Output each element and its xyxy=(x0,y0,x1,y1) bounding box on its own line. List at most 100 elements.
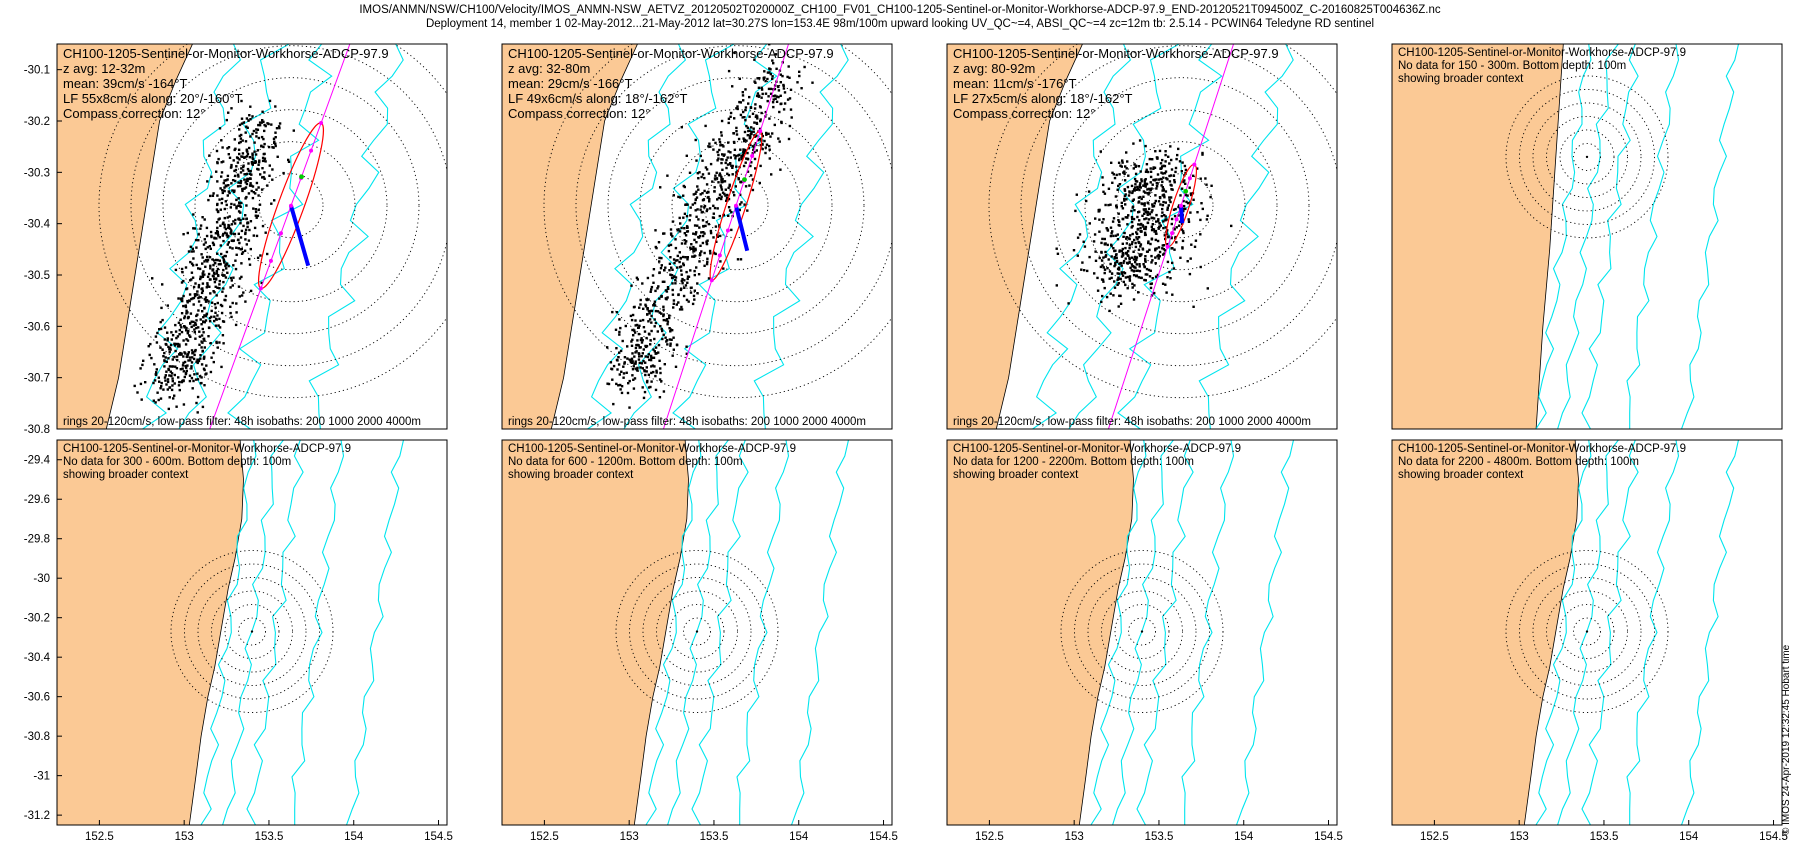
velocity-point xyxy=(742,110,745,114)
velocity-point xyxy=(234,147,237,150)
velocity-point xyxy=(712,148,715,151)
velocity-point xyxy=(179,323,182,327)
velocity-point xyxy=(670,338,673,341)
velocity-point xyxy=(669,342,672,345)
velocity-point xyxy=(243,187,246,190)
velocity-point xyxy=(787,65,790,68)
velocity-point xyxy=(713,206,717,210)
velocity-point xyxy=(244,186,248,189)
velocity-point xyxy=(668,262,672,265)
velocity-point xyxy=(234,174,237,178)
velocity-point xyxy=(719,174,722,177)
velocity-point xyxy=(764,146,767,149)
velocity-point xyxy=(241,139,244,142)
y-tick-label: -30.2 xyxy=(24,116,50,128)
velocity-point xyxy=(721,158,724,161)
velocity-point xyxy=(257,208,260,212)
velocity-point xyxy=(739,101,742,104)
velocity-point xyxy=(677,301,680,304)
velocity-point xyxy=(1110,272,1114,275)
velocity-point xyxy=(1154,249,1157,252)
velocity-point xyxy=(703,232,706,235)
velocity-ring xyxy=(1573,617,1601,646)
velocity-point xyxy=(196,313,199,316)
velocity-point xyxy=(734,157,737,160)
velocity-point xyxy=(751,188,755,192)
velocity-point xyxy=(219,263,222,266)
velocity-point xyxy=(234,259,237,262)
isobath-line xyxy=(1181,440,1235,825)
velocity-point xyxy=(201,274,205,277)
velocity-point xyxy=(1155,213,1158,217)
velocity-point xyxy=(251,196,255,200)
velocity-point xyxy=(148,353,151,357)
velocity-point xyxy=(753,107,757,110)
velocity-point xyxy=(194,322,197,325)
velocity-point xyxy=(244,232,247,236)
map-panel: 152.5 153 153.5 154 154.5 CH100-1205-Sentinel… xyxy=(946,439,1343,843)
velocity-point xyxy=(175,355,179,358)
velocity-point xyxy=(1176,153,1179,157)
velocity-point xyxy=(696,224,699,227)
velocity-point xyxy=(1135,269,1138,272)
velocity-point xyxy=(221,234,224,237)
velocity-point xyxy=(262,137,265,141)
velocity-point xyxy=(194,323,198,326)
velocity-point xyxy=(668,327,671,330)
velocity-point xyxy=(174,342,178,346)
velocity-point xyxy=(1081,261,1084,264)
velocity-point xyxy=(1130,215,1134,219)
velocity-point xyxy=(663,269,666,272)
velocity-point xyxy=(200,340,203,343)
velocity-point xyxy=(1137,248,1141,251)
velocity-point xyxy=(220,139,223,142)
velocity-point xyxy=(202,270,205,273)
velocity-point xyxy=(761,134,764,138)
velocity-point xyxy=(724,161,727,165)
velocity-point xyxy=(239,180,243,183)
velocity-point xyxy=(1168,180,1172,183)
velocity-point xyxy=(264,231,267,234)
velocity-point xyxy=(254,161,258,164)
velocity-point xyxy=(670,233,673,236)
velocity-point xyxy=(612,402,615,406)
velocity-point xyxy=(183,360,187,364)
velocity-point xyxy=(665,298,668,301)
velocity-point xyxy=(227,223,230,227)
velocity-point xyxy=(179,318,182,321)
velocity-point xyxy=(1146,201,1149,204)
velocity-point xyxy=(1150,216,1153,220)
isobath-line xyxy=(1535,440,1592,825)
velocity-point xyxy=(206,275,210,278)
velocity-point xyxy=(238,128,241,131)
velocity-point xyxy=(691,255,694,258)
map-panel: CH100-1205-Sentinel-or-Monitor-Workhorse… xyxy=(501,43,893,430)
velocity-point xyxy=(1122,271,1125,274)
velocity-point xyxy=(1164,226,1168,229)
velocity-point xyxy=(1125,167,1128,170)
velocity-point xyxy=(727,173,731,177)
velocity-point xyxy=(230,279,233,282)
velocity-point xyxy=(189,335,192,338)
velocity-point xyxy=(248,156,252,159)
velocity-point xyxy=(735,126,738,130)
velocity-point xyxy=(244,181,247,184)
velocity-point xyxy=(207,272,211,276)
velocity-point xyxy=(236,173,240,176)
velocity-point xyxy=(235,198,238,202)
velocity-point xyxy=(709,229,713,233)
velocity-point xyxy=(1167,204,1170,207)
velocity-point xyxy=(773,87,777,91)
velocity-point xyxy=(243,249,247,252)
velocity-point xyxy=(696,185,699,188)
velocity-point xyxy=(1186,201,1190,205)
land-area xyxy=(502,440,689,825)
velocity-point xyxy=(1151,205,1154,208)
velocity-point xyxy=(1127,194,1131,197)
velocity-point xyxy=(248,114,251,117)
velocity-point xyxy=(208,320,212,323)
velocity-point xyxy=(617,384,620,387)
velocity-point xyxy=(626,345,629,348)
velocity-point xyxy=(292,129,295,132)
velocity-point xyxy=(625,371,628,374)
